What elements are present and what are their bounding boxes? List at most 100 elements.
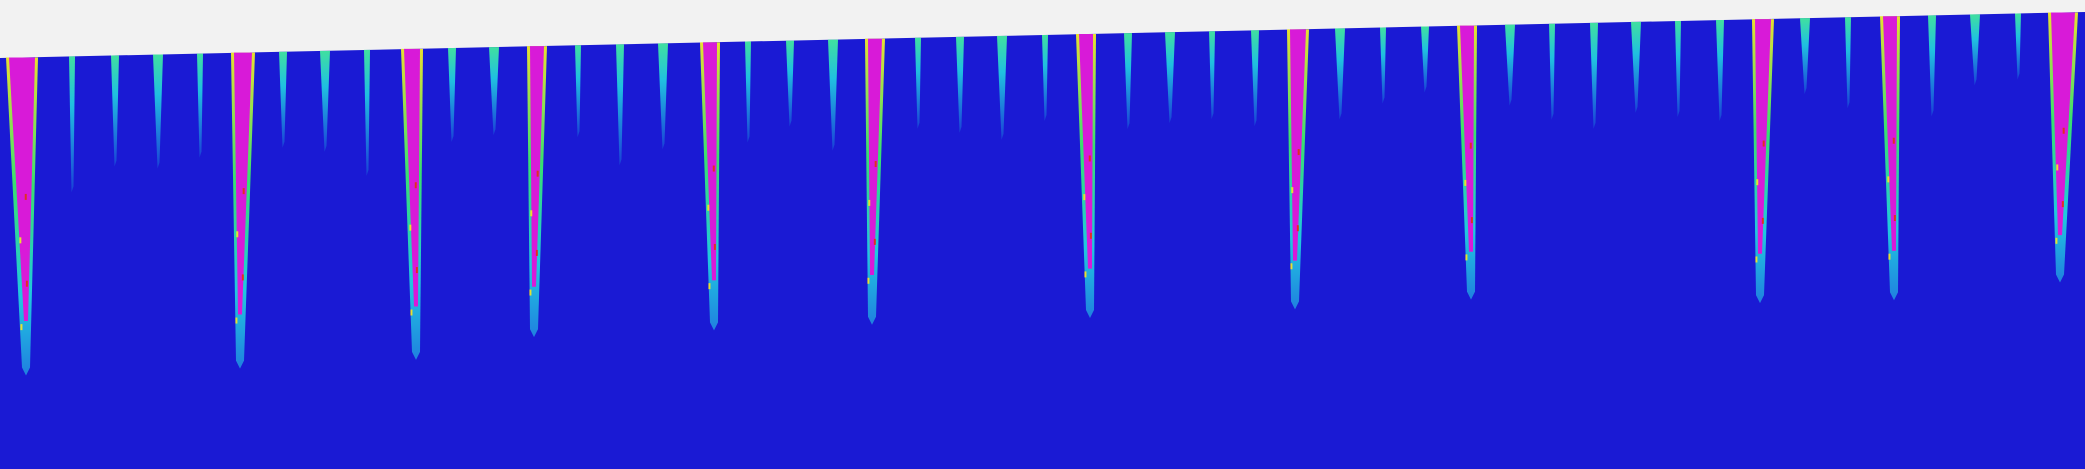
major-crack [2051,12,2075,236]
major-crack [1460,25,1474,252]
minor-crack [1042,34,1048,121]
crack-speckle [242,188,245,195]
crack-speckle [708,283,711,290]
minor-crack [1251,30,1259,127]
crack-speckle [2061,201,2064,208]
minor-crack [575,45,581,138]
material-field [0,12,2085,469]
crack-speckle [536,170,539,177]
crack-speckle [24,193,27,200]
crack-speckle [25,280,28,287]
crack-speckle [529,289,532,296]
crack-speckle [1761,217,1764,224]
crack-speckle [1465,254,1468,261]
minor-crack [616,44,624,166]
crack-speckle [1762,140,1765,147]
minor-crack [1928,15,1936,117]
minor-crack [111,55,119,167]
crack-speckle [1756,179,1759,186]
crack-speckle [236,231,239,238]
minor-crack [1631,21,1641,113]
crack-speckle [235,317,238,324]
crack-speckle [1088,155,1091,162]
minor-crack [1845,17,1851,109]
crack-speckle [1291,187,1294,194]
minor-crack [1165,32,1175,124]
crack-speckle [1089,232,1092,239]
crack-speckle [2056,164,2059,171]
major-crack [868,38,882,275]
minor-crack [320,50,330,152]
crack-speckle [1296,225,1299,232]
crack-speckle [2055,237,2058,244]
crack-speckle [873,238,876,245]
crack-speckle [241,274,244,281]
crack-speckle [410,309,413,316]
minor-crack [1675,20,1681,117]
minor-crack [956,36,964,133]
major-crack [1755,19,1771,254]
crack-speckle [868,199,871,206]
crack-speckle [1469,142,1472,149]
minor-crack [1800,18,1810,95]
minor-crack [489,47,499,136]
minor-crack [364,49,370,176]
minor-crack [2015,13,2021,80]
minor-crack [1124,33,1132,130]
crack-speckle [409,224,412,231]
minor-crack [997,35,1007,140]
crack-speckle [19,237,22,244]
minor-crack [745,41,751,143]
minor-crack [1716,20,1724,122]
crack-speckle [415,267,418,274]
minor-crack [786,40,794,127]
crack-speckle [530,210,533,217]
major-crack [530,46,544,287]
minor-crack [448,48,456,143]
minor-crack [1590,22,1598,129]
crack-speckle [1892,137,1895,144]
major-crack-group [6,12,2078,376]
minor-crack [153,54,163,169]
crack-speckle [1084,271,1087,278]
crack-speckle [414,182,417,189]
crack-speckle [535,249,538,256]
minor-crack [197,53,203,158]
minor-crack-group [69,13,2021,193]
minor-crack [658,43,668,150]
crack-speckle [1470,217,1473,224]
minor-crack [1549,23,1555,120]
crack-speckle [1755,256,1758,263]
crack-speckle [1297,149,1300,156]
minor-crack [279,51,287,148]
major-crack [234,52,252,315]
crack-speckle [1887,176,1890,183]
major-crack [703,42,717,281]
crack-speckle [1290,263,1293,270]
minor-crack [1209,31,1215,120]
major-crack [1883,16,1897,251]
crack-speckle [1893,215,1896,222]
minor-crack [1505,24,1515,106]
crack-speckle [712,165,715,172]
crack-speckle [2062,127,2065,134]
minor-crack [1335,28,1345,120]
crack-speckle [1083,194,1086,201]
minor-crack [69,56,75,193]
crack-speckle [20,324,23,331]
crack-speckle [707,204,710,211]
crack-speckle [713,243,716,250]
major-crack [1290,29,1306,261]
crack-speckle [867,277,870,284]
crack-speckle [1464,179,1467,186]
crack-speckle [874,161,877,168]
major-crack [1079,34,1093,269]
crack-speckle [1888,253,1891,260]
minor-crack [1421,26,1429,93]
major-crack [404,48,420,307]
minor-crack [828,39,838,151]
minor-crack [915,37,921,129]
minor-crack [1380,27,1386,104]
minor-crack [1970,14,1980,86]
